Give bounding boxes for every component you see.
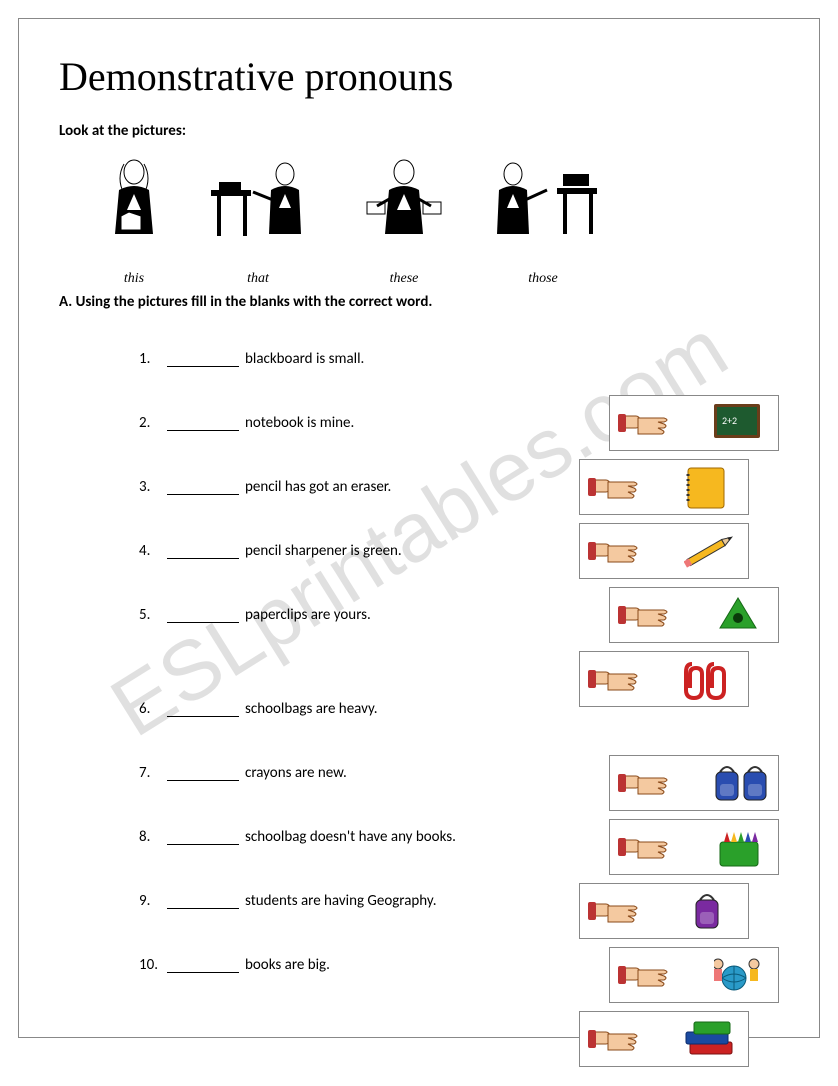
blank-field[interactable]: [167, 958, 239, 973]
pointing-hand-icon: [618, 594, 672, 636]
picture-paperclips: [579, 651, 749, 707]
section-a-heading: A. Using the pictures fill in the blanks…: [59, 293, 779, 311]
page-title: Demonstrative pronouns: [59, 53, 779, 100]
question-number: 1.: [139, 350, 165, 368]
pointing-hand-icon: [588, 1018, 642, 1060]
demo-label-these: these: [349, 271, 459, 287]
pointing-hand-icon: [618, 826, 672, 868]
blank-field[interactable]: [167, 544, 239, 559]
demo-that: that: [203, 154, 313, 287]
question-number: 9.: [139, 892, 165, 910]
blank-field[interactable]: [167, 830, 239, 845]
question-number: 8.: [139, 828, 165, 846]
figure-that-icon: [203, 154, 313, 264]
schoolbags-icon: [714, 760, 770, 806]
blank-field[interactable]: [167, 480, 239, 495]
picture-sharpener: [609, 587, 779, 643]
demo-label-those: those: [483, 271, 603, 287]
question-text: crayons are new.: [245, 764, 347, 782]
question-number: 4.: [139, 542, 165, 560]
question-number: 6.: [139, 700, 165, 718]
picture-column: 2+2: [579, 395, 779, 1067]
figure-this-icon: [89, 154, 179, 264]
svg-text:2+2: 2+2: [722, 414, 737, 427]
books-icon: [684, 1016, 740, 1062]
demo-label-this: this: [89, 271, 179, 287]
blackboard-icon: 2+2: [714, 400, 770, 446]
picture-pencil: [579, 523, 749, 579]
blank-field[interactable]: [167, 608, 239, 623]
crayons-icon: [714, 824, 770, 870]
pointing-hand-icon: [588, 890, 642, 932]
question-text: students are having Geography.: [245, 892, 436, 910]
pointing-hand-icon: [618, 762, 672, 804]
question-number: 5.: [139, 606, 165, 624]
question-text: schoolbag doesn't have any books.: [245, 828, 456, 846]
blank-field[interactable]: [167, 352, 239, 367]
blank-field[interactable]: [167, 766, 239, 781]
pointing-hand-icon: [618, 954, 672, 996]
question-text: blackboard is small.: [245, 350, 364, 368]
notebook-icon: [684, 464, 740, 510]
question-text: books are big.: [245, 956, 330, 974]
question-text: pencil sharpener is green.: [245, 542, 402, 560]
question-text: pencil has got an eraser.: [245, 478, 391, 496]
question-text: paperclips are yours.: [245, 606, 371, 624]
demo-those: those: [483, 154, 603, 287]
picture-notebook: [579, 459, 749, 515]
pointing-hand-icon: [588, 530, 642, 572]
figure-these-icon: [349, 154, 459, 264]
pencil-icon: [684, 528, 740, 574]
question-text: notebook is mine.: [245, 414, 354, 432]
figure-those-icon: [483, 154, 603, 264]
picture-students: [609, 947, 779, 1003]
demo-these: these: [349, 154, 459, 287]
students-icon: [714, 952, 770, 998]
sharpener-icon: [714, 592, 770, 638]
picture-crayons: [609, 819, 779, 875]
pointing-hand-icon: [588, 466, 642, 508]
blank-field[interactable]: [167, 702, 239, 717]
schoolbag-icon: [684, 888, 740, 934]
pointing-hand-icon: [618, 402, 672, 444]
instruction: Look at the pictures:: [59, 122, 779, 140]
picture-schoolbag: [579, 883, 749, 939]
question-row: 1. blackboard is small.: [139, 327, 779, 391]
picture-blackboard: 2+2: [609, 395, 779, 451]
question-text: schoolbags are heavy.: [245, 700, 378, 718]
question-number: 10.: [139, 956, 165, 974]
blank-field[interactable]: [167, 894, 239, 909]
demo-label-that: that: [203, 271, 313, 287]
paperclips-icon: [684, 656, 740, 702]
picture-schoolbags: [609, 755, 779, 811]
question-number: 2.: [139, 414, 165, 432]
pointing-hand-icon: [588, 658, 642, 700]
demo-this: this: [89, 154, 179, 287]
question-number: 7.: [139, 764, 165, 782]
question-number: 3.: [139, 478, 165, 496]
blank-field[interactable]: [167, 416, 239, 431]
picture-books: [579, 1011, 749, 1067]
demo-illustrations: this that: [89, 154, 779, 287]
